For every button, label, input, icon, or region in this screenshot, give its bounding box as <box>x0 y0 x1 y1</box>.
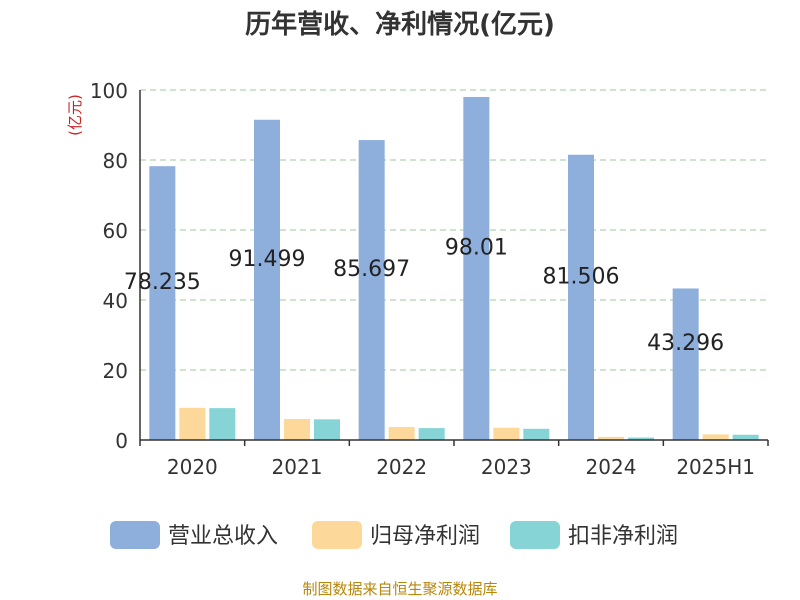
legend-swatch <box>510 521 560 549</box>
bar-revenue <box>149 166 176 441</box>
bar-data-label: 85.697 <box>333 257 410 282</box>
y-tick-label: 80 <box>103 149 128 173</box>
bar-deducted-net-profit <box>314 419 340 440</box>
bar-net-profit <box>598 436 624 440</box>
y-tick-label: 100 <box>90 79 128 103</box>
bar-net-profit <box>179 407 206 440</box>
x-tick-label: 2024 <box>586 455 637 479</box>
x-tick-label: 2021 <box>272 455 323 479</box>
bar-deducted-net-profit <box>209 408 236 440</box>
bars <box>149 96 759 441</box>
data-labels: 78.235 91.499 85.697 98.01 81.506 43.296 <box>124 235 724 356</box>
bar-data-label: 78.235 <box>124 270 201 295</box>
legend-label: 扣非净利润 <box>568 524 678 549</box>
x-tick-label: 2023 <box>481 455 532 479</box>
data-source-note: 制图数据来自恒生聚源数据库 <box>302 580 498 598</box>
legend-item[interactable]: 扣非净利润 <box>510 521 678 549</box>
bar-deducted-net-profit <box>523 428 550 440</box>
legend-label: 营业总收入 <box>168 524 278 549</box>
bar-data-label: 91.499 <box>229 247 306 272</box>
bar-deducted-net-profit <box>732 434 759 440</box>
bar-data-label: 98.01 <box>445 235 508 260</box>
y-tick-label: 0 <box>115 429 128 453</box>
bar-net-profit <box>493 427 520 440</box>
bar-revenue <box>254 119 280 440</box>
y-tick-label: 20 <box>103 359 128 383</box>
y-tick-label: 40 <box>103 289 128 313</box>
legend-swatch <box>312 521 362 549</box>
legend-label: 归母净利润 <box>370 524 480 549</box>
bar-revenue <box>568 154 594 440</box>
bar-data-label: 43.296 <box>647 331 724 356</box>
bar-deducted-net-profit <box>628 437 654 440</box>
y-tick-label: 60 <box>103 219 128 243</box>
bar-net-profit <box>388 427 415 440</box>
x-tick-label: 2020 <box>167 455 218 479</box>
legend-item[interactable]: 营业总收入 <box>110 521 278 549</box>
bar-deducted-net-profit <box>418 428 445 440</box>
y-axis-unit-label: (亿元) <box>66 94 84 136</box>
bar-net-profit <box>702 434 729 440</box>
bar-data-label: 81.506 <box>543 264 620 289</box>
legend-item[interactable]: 归母净利润 <box>312 521 480 549</box>
legend-swatch <box>110 521 160 549</box>
x-tick-label: 2025H1 <box>676 455 755 479</box>
x-tick-label: 2022 <box>376 455 427 479</box>
chart-title: 历年营收、净利情况(亿元) <box>245 10 555 40</box>
bar-revenue <box>463 96 490 440</box>
bar-revenue <box>672 288 699 440</box>
legend[interactable]: 营业总收入 归母净利润 扣非净利润 <box>110 521 678 549</box>
axes: 0 20 40 60 80 100 2020 2021 2022 2023 2024 2025H1 <box>90 79 769 479</box>
grid-lines <box>140 89 768 371</box>
bar-revenue <box>358 140 385 441</box>
bar-net-profit <box>284 419 310 440</box>
